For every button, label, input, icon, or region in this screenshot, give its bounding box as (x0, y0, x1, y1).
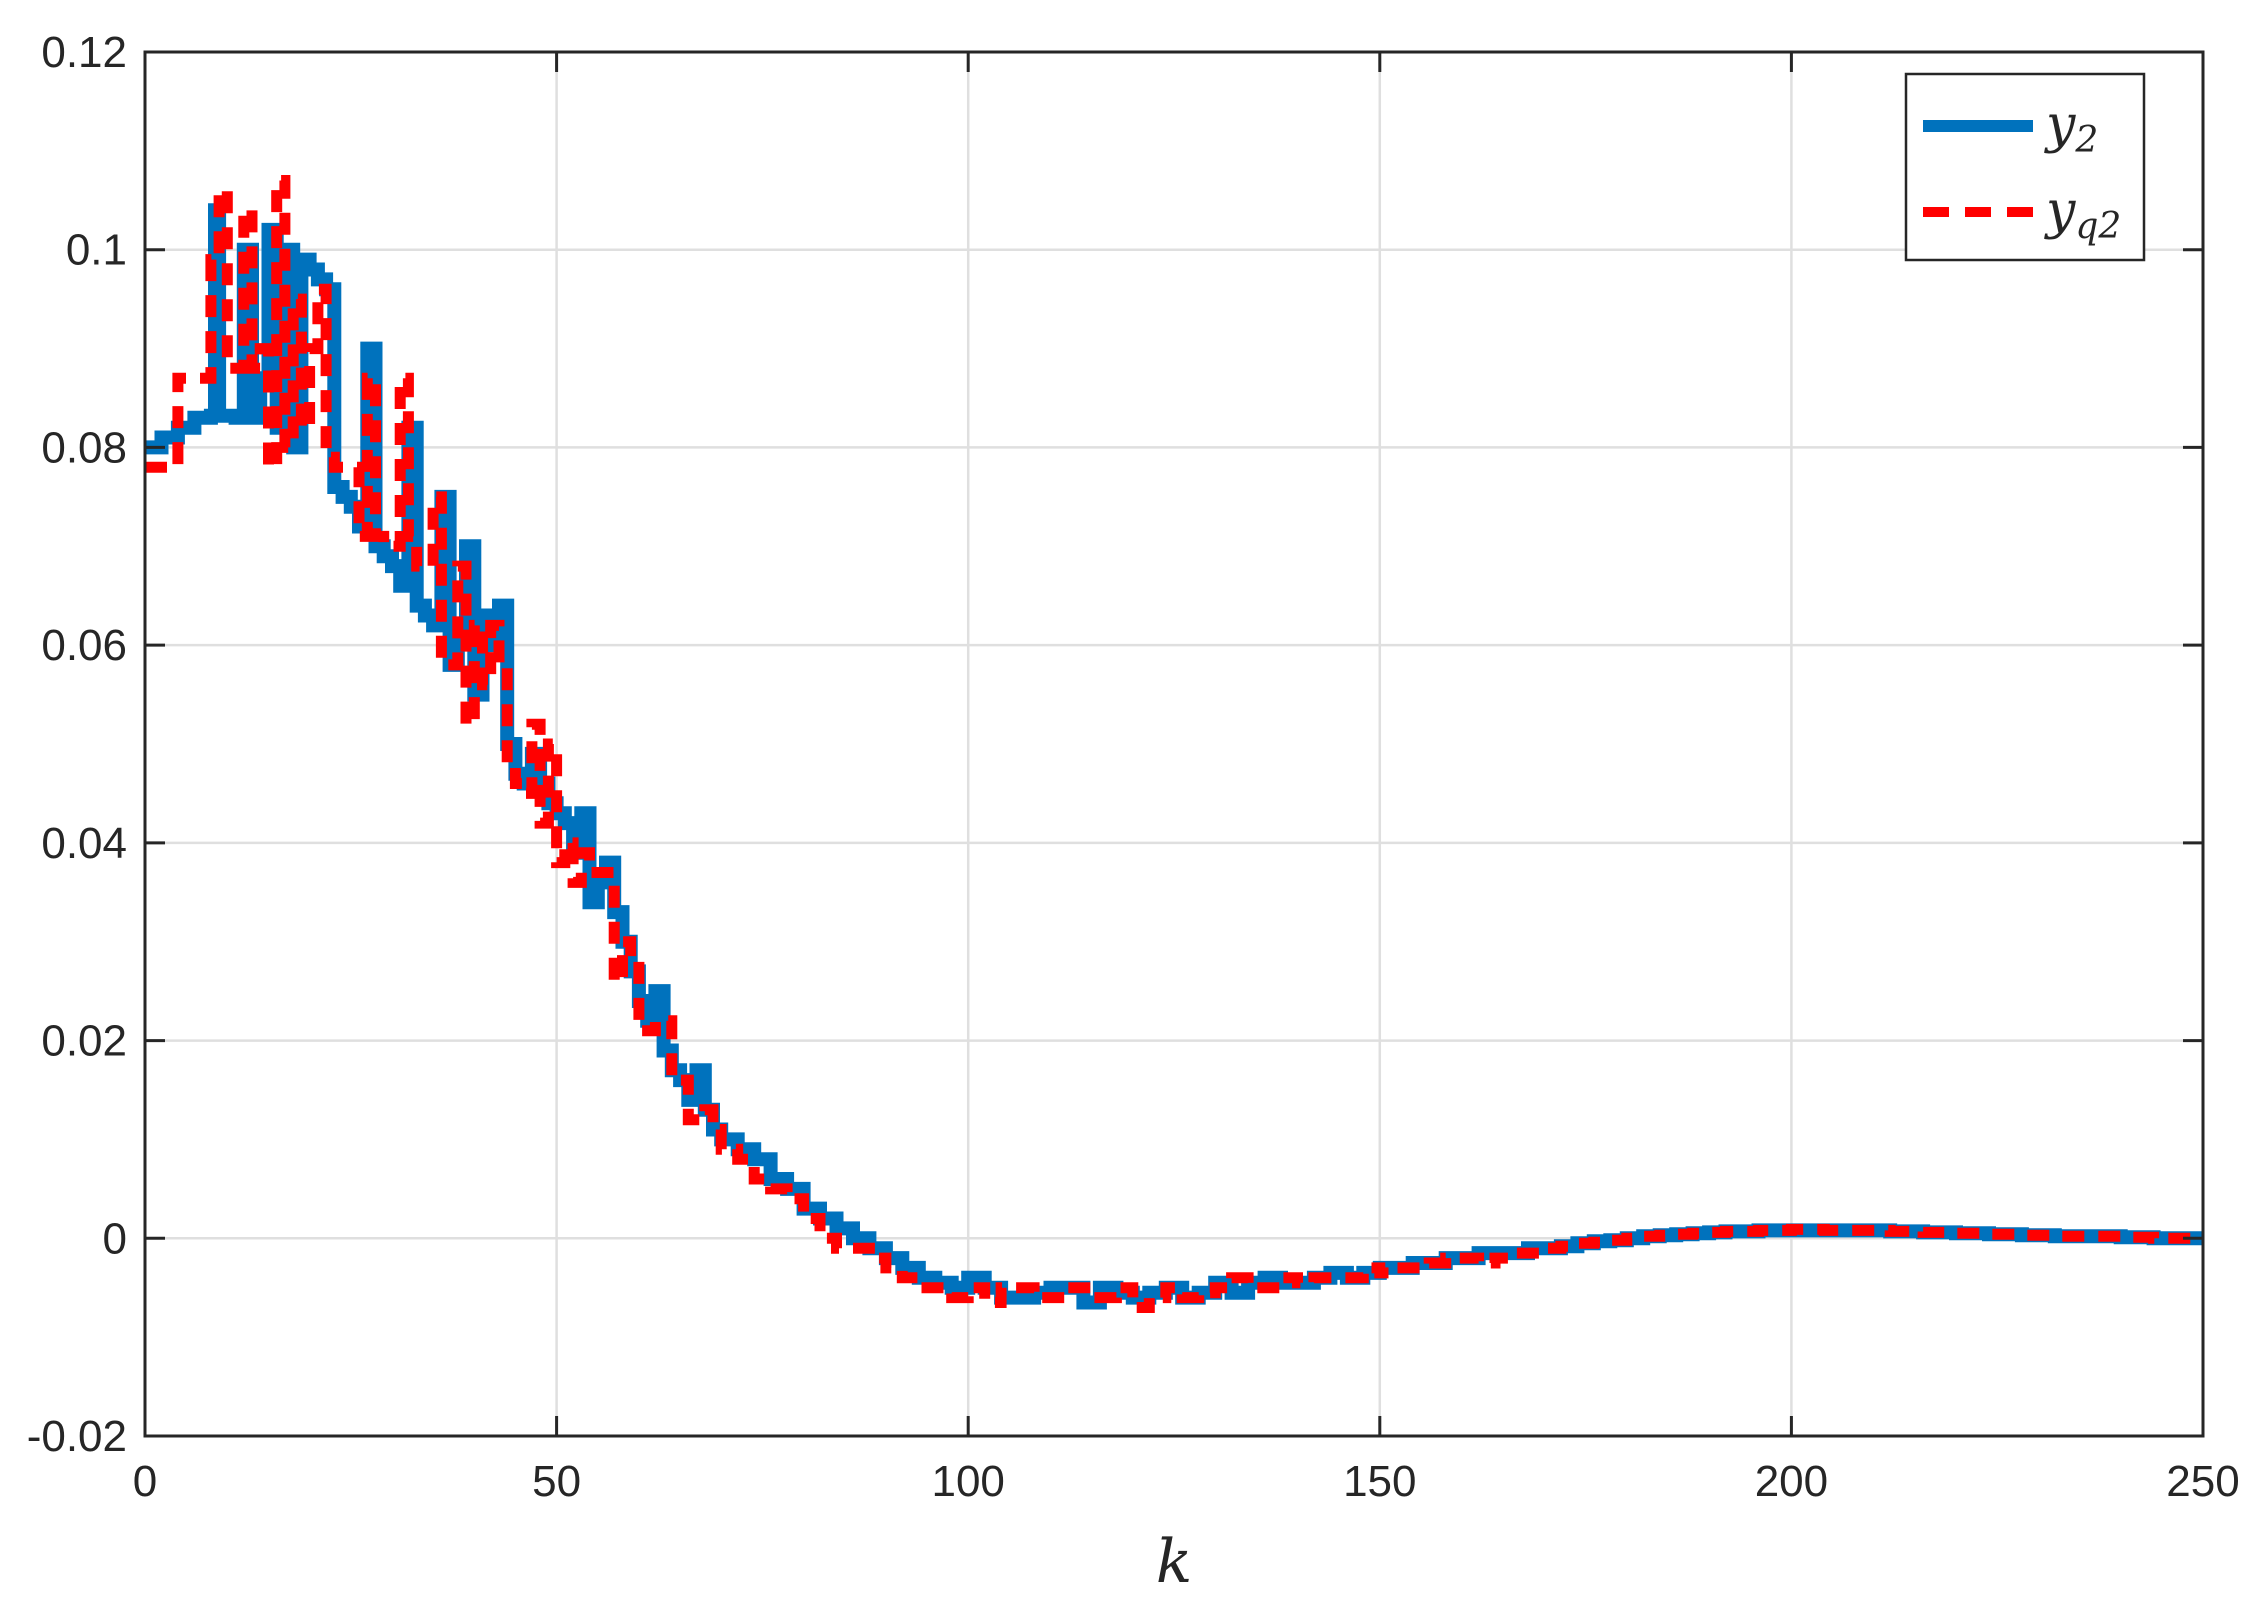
y-tick-label: 0.04 (41, 819, 127, 868)
x-tick-label: 250 (2166, 1457, 2239, 1506)
plot-area (145, 52, 2203, 1436)
y-tick-labels: -0.02 0 0.02 0.04 0.06 0.08 0.1 0.12 (27, 28, 127, 1461)
legend-label-yq2: yq2 (2044, 181, 2121, 247)
y-tick-label: 0.1 (66, 226, 127, 275)
x-tick-label: 50 (532, 1457, 581, 1506)
x-tick-label: 0 (133, 1457, 157, 1506)
x-tick-label: 150 (1343, 1457, 1416, 1506)
legend-label-y2-sub: 2 (2074, 120, 2098, 161)
x-tick-labels: 0 50 100 150 200 250 (133, 1457, 2240, 1506)
legend: y2 yq2 (1904, 72, 2146, 262)
y-tick-label: -0.02 (27, 1412, 127, 1461)
y-tick-label: 0.02 (41, 1017, 127, 1066)
legend-label-y2-base: y (2044, 95, 2076, 155)
x-tick-label: 100 (931, 1457, 1004, 1506)
legend-label-y2: y2 (2044, 95, 2098, 161)
y-tick-label: 0.12 (41, 28, 127, 77)
series-line-yq2 (145, 175, 2203, 1313)
legend-label-yq2-sub: q2 (2075, 206, 2121, 247)
axes-frame (143, 50, 2205, 1438)
legend-box (1904, 72, 2146, 262)
legend-label-yq2-base: y (2044, 181, 2076, 241)
y-tick-label: 0.06 (41, 621, 127, 670)
y-tick-label: 0 (103, 1214, 127, 1263)
x-axis-label: k (1156, 1527, 1192, 1597)
y-tick-label: 0.08 (41, 423, 127, 472)
x-tick-label: 200 (1755, 1457, 1828, 1506)
series-layer (145, 175, 2203, 1313)
ticks (143, 50, 2205, 1438)
